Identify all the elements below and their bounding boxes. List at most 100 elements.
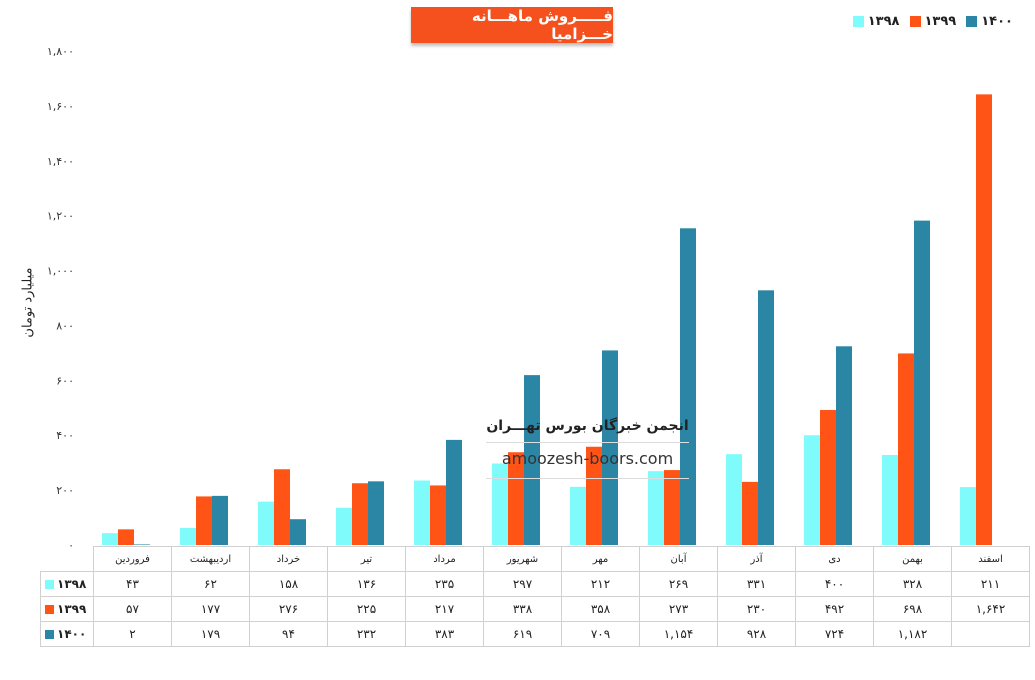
series-swatch (45, 580, 54, 589)
bar-2-7 (586, 446, 602, 545)
bar-1-5 (414, 480, 430, 545)
table-cell: ۲۷۳ (639, 596, 718, 622)
series-name: ۱۴۰۰ (57, 627, 87, 641)
watermark: انجمن خبرگان بورس تهـــران amoozesh-boor… (486, 418, 689, 479)
table-cell: ۲۱۲ (561, 571, 640, 597)
legend-label-1398: ۱۳۹۸ (867, 14, 900, 29)
series-row-label: ۱۴۰۰ (40, 621, 94, 647)
table-cell: ۲۳۵ (405, 571, 484, 597)
category-label: تیر (327, 546, 406, 572)
bar-2-8 (664, 470, 680, 545)
watermark-url: amoozesh-boors.com (486, 443, 689, 479)
table-cell: ۴۹۲ (795, 596, 874, 622)
bars (102, 94, 992, 546)
series-name: ۱۳۹۸ (57, 577, 87, 591)
y-tick-label: ۱,۰۰۰ (47, 265, 74, 278)
legend-swatch-1399 (909, 16, 921, 27)
bar-2-12 (976, 94, 992, 546)
table-cell: ۱,۶۴۲ (951, 596, 1030, 622)
y-tick-label: ۱,۲۰۰ (47, 210, 74, 223)
category-label: مهر (561, 546, 640, 572)
bar-1-10 (804, 435, 820, 545)
category-label: مرداد (405, 546, 484, 572)
category-label: آبان (639, 546, 718, 572)
bar-1-12 (960, 487, 976, 545)
chart-legend: ۱۴۰۰ ۱۳۹۹ ۱۳۹۸ (852, 14, 1013, 29)
table-cell: ۶۲ (171, 571, 250, 597)
table-cell: ۲۹۷ (483, 571, 562, 597)
bar-3-11 (914, 220, 930, 545)
category-label: شهریور (483, 546, 562, 572)
table-cell: ۴۳ (93, 571, 172, 597)
legend-item-1400: ۱۴۰۰ (966, 14, 1013, 29)
series-row-label: ۱۳۹۸ (40, 571, 94, 597)
table-cell: ۲۷۶ (249, 596, 328, 622)
category-label: آذر (717, 546, 796, 572)
table-cell: ۲۶۹ (639, 571, 718, 597)
table-row: ۱۴۰۰ ۲ ۱۷۹ ۹۴ ۲۳۲ ۳۸۳ ۶۱۹ ۷۰۹ ۱,۱۵۴ ۹۲۸ ۷۲۴ ۱,۱۸۲ (40, 621, 1030, 647)
table-cell: ۴۰۰ (795, 571, 874, 597)
table-cell: ۱,۱۸۲ (873, 621, 952, 647)
bar-2-6 (508, 452, 524, 545)
y-tick-label: ۱,۶۰۰ (47, 100, 74, 113)
chart-title: فـــــروش ماهـــانه خـــزامیا (411, 7, 613, 43)
bar-1-4 (336, 507, 352, 545)
bar-1-6 (492, 463, 508, 545)
legend-swatch-1398 (852, 16, 864, 27)
table-cell: ۲۲۵ (327, 596, 406, 622)
bar-1-2 (180, 527, 196, 545)
category-label: بهمن (873, 546, 952, 572)
bar-1-1 (102, 533, 118, 545)
series-row-label: ۱۳۹۹ (40, 596, 94, 622)
table-cell: ۷۰۹ (561, 621, 640, 647)
category-label: اسفند (951, 546, 1030, 572)
table-cell: ۳۵۸ (561, 596, 640, 622)
bar-3-6 (524, 375, 540, 545)
table-corner (41, 547, 94, 572)
table-cell: ۳۳۸ (483, 596, 562, 622)
series-name: ۱۳۹۹ (57, 602, 87, 616)
watermark-title: انجمن خبرگان بورس تهـــران (486, 418, 689, 443)
category-label: اردیبهشت (171, 546, 250, 572)
legend-label-1400: ۱۴۰۰ (981, 14, 1013, 29)
bar-1-9 (726, 454, 742, 545)
table-cell: ۱۷۷ (171, 596, 250, 622)
bar-1-11 (882, 454, 898, 545)
bar-2-3 (274, 469, 290, 545)
table-cell: ۱۳۶ (327, 571, 406, 597)
bar-1-7 (570, 486, 586, 545)
category-label: فروردین (93, 546, 172, 572)
y-tick-label: ۲۰۰ (56, 484, 74, 497)
bar-2-9 (742, 481, 758, 545)
table-cell: ۳۲۸ (873, 571, 952, 597)
table-cell: ۱,۱۵۴ (639, 621, 718, 647)
table-cell: ۱۵۸ (249, 571, 328, 597)
series-swatch (45, 605, 54, 614)
y-axis-ticks: ۰ ۲۰۰ ۴۰۰ ۶۰۰ ۸۰۰ ۱,۰۰۰ ۱,۲۰۰ ۱,۴۰۰ ۱,۶۰۰ ۱,۸۰۰ (47, 45, 74, 552)
table-header-row: فروردین اردیبهشت خرداد تیر مرداد شهریور مهر آبا… (41, 546, 1030, 572)
legend-swatch-1400 (966, 16, 978, 27)
category-label: خرداد (249, 546, 328, 572)
bar-3-8 (680, 228, 696, 545)
bar-2-11 (898, 353, 914, 545)
y-tick-label: ۱,۴۰۰ (47, 155, 74, 168)
y-tick-label: ۸۰۰ (56, 319, 74, 332)
y-tick-label: ۴۰۰ (56, 429, 74, 442)
bar-3-10 (836, 346, 852, 545)
table-cell: ۹۲۸ (717, 621, 796, 647)
bar-2-4 (352, 483, 368, 545)
y-tick-label: ۱,۸۰۰ (47, 45, 74, 58)
category-label: دی (795, 546, 874, 572)
y-tick-label: ۰ (68, 539, 74, 552)
bar-2-10 (820, 409, 836, 545)
table-cell: ۲ (93, 621, 172, 647)
table-cell: ۲۳۲ (327, 621, 406, 647)
bar-2-5 (430, 485, 446, 545)
bar-3-4 (368, 481, 384, 545)
table-cell (951, 621, 1030, 647)
bar-3-3 (290, 519, 306, 545)
bar-1-8 (648, 471, 664, 545)
table-cell: ۶۱۹ (483, 621, 562, 647)
bar-3-9 (758, 290, 774, 545)
